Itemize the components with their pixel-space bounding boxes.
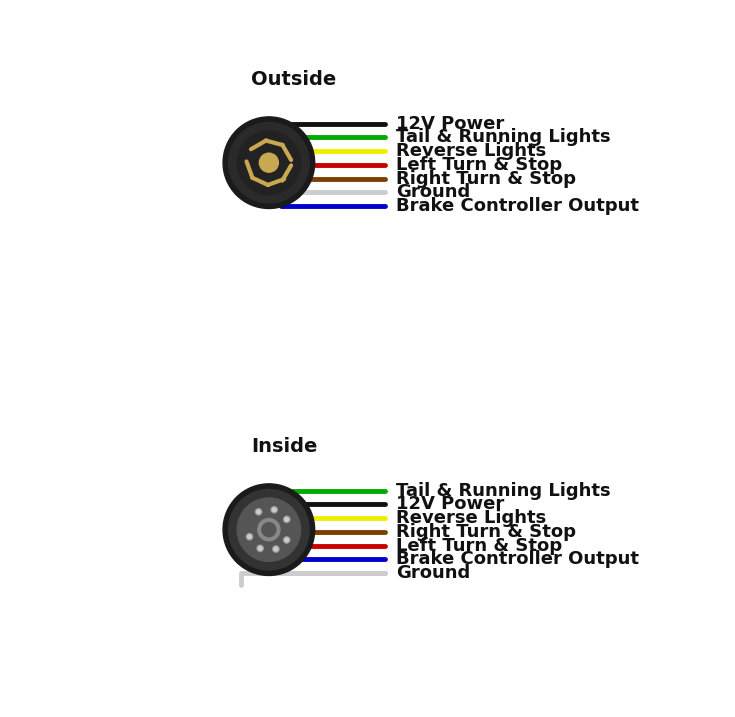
Text: Tail & Running Lights: Tail & Running Lights: [395, 482, 610, 500]
Circle shape: [285, 538, 289, 542]
Text: Left Turn & Stop: Left Turn & Stop: [395, 537, 562, 555]
Circle shape: [257, 545, 263, 551]
Circle shape: [272, 508, 276, 512]
Circle shape: [237, 131, 301, 194]
Text: Brake Controller Output: Brake Controller Output: [395, 551, 639, 569]
Circle shape: [223, 117, 315, 209]
Circle shape: [246, 533, 253, 540]
Circle shape: [259, 153, 279, 172]
Text: Tail & Running Lights: Tail & Running Lights: [395, 128, 610, 146]
Text: 12V Power: 12V Power: [395, 495, 504, 513]
Circle shape: [271, 507, 277, 513]
Circle shape: [237, 498, 301, 561]
Text: Ground: Ground: [395, 184, 470, 201]
Text: 12V Power: 12V Power: [395, 115, 504, 133]
Text: Reverse Lights: Reverse Lights: [395, 142, 546, 160]
Text: Reverse Lights: Reverse Lights: [395, 509, 546, 527]
Text: Ground: Ground: [395, 564, 470, 582]
Circle shape: [273, 546, 279, 552]
Text: Right Turn & Stop: Right Turn & Stop: [395, 523, 576, 541]
Text: Inside: Inside: [251, 437, 318, 456]
Circle shape: [274, 547, 278, 551]
Circle shape: [258, 518, 280, 541]
Text: Outside: Outside: [251, 70, 337, 89]
Circle shape: [258, 546, 262, 550]
Circle shape: [284, 537, 290, 543]
Circle shape: [255, 508, 262, 515]
Circle shape: [229, 123, 309, 203]
Circle shape: [223, 484, 315, 576]
Text: Right Turn & Stop: Right Turn & Stop: [395, 170, 576, 188]
Circle shape: [257, 510, 260, 513]
Text: Left Turn & Stop: Left Turn & Stop: [395, 156, 562, 174]
Circle shape: [262, 523, 276, 536]
Circle shape: [284, 516, 290, 523]
Text: Brake Controller Output: Brake Controller Output: [395, 197, 639, 215]
Circle shape: [229, 490, 309, 570]
Circle shape: [248, 535, 251, 538]
Circle shape: [285, 518, 289, 521]
